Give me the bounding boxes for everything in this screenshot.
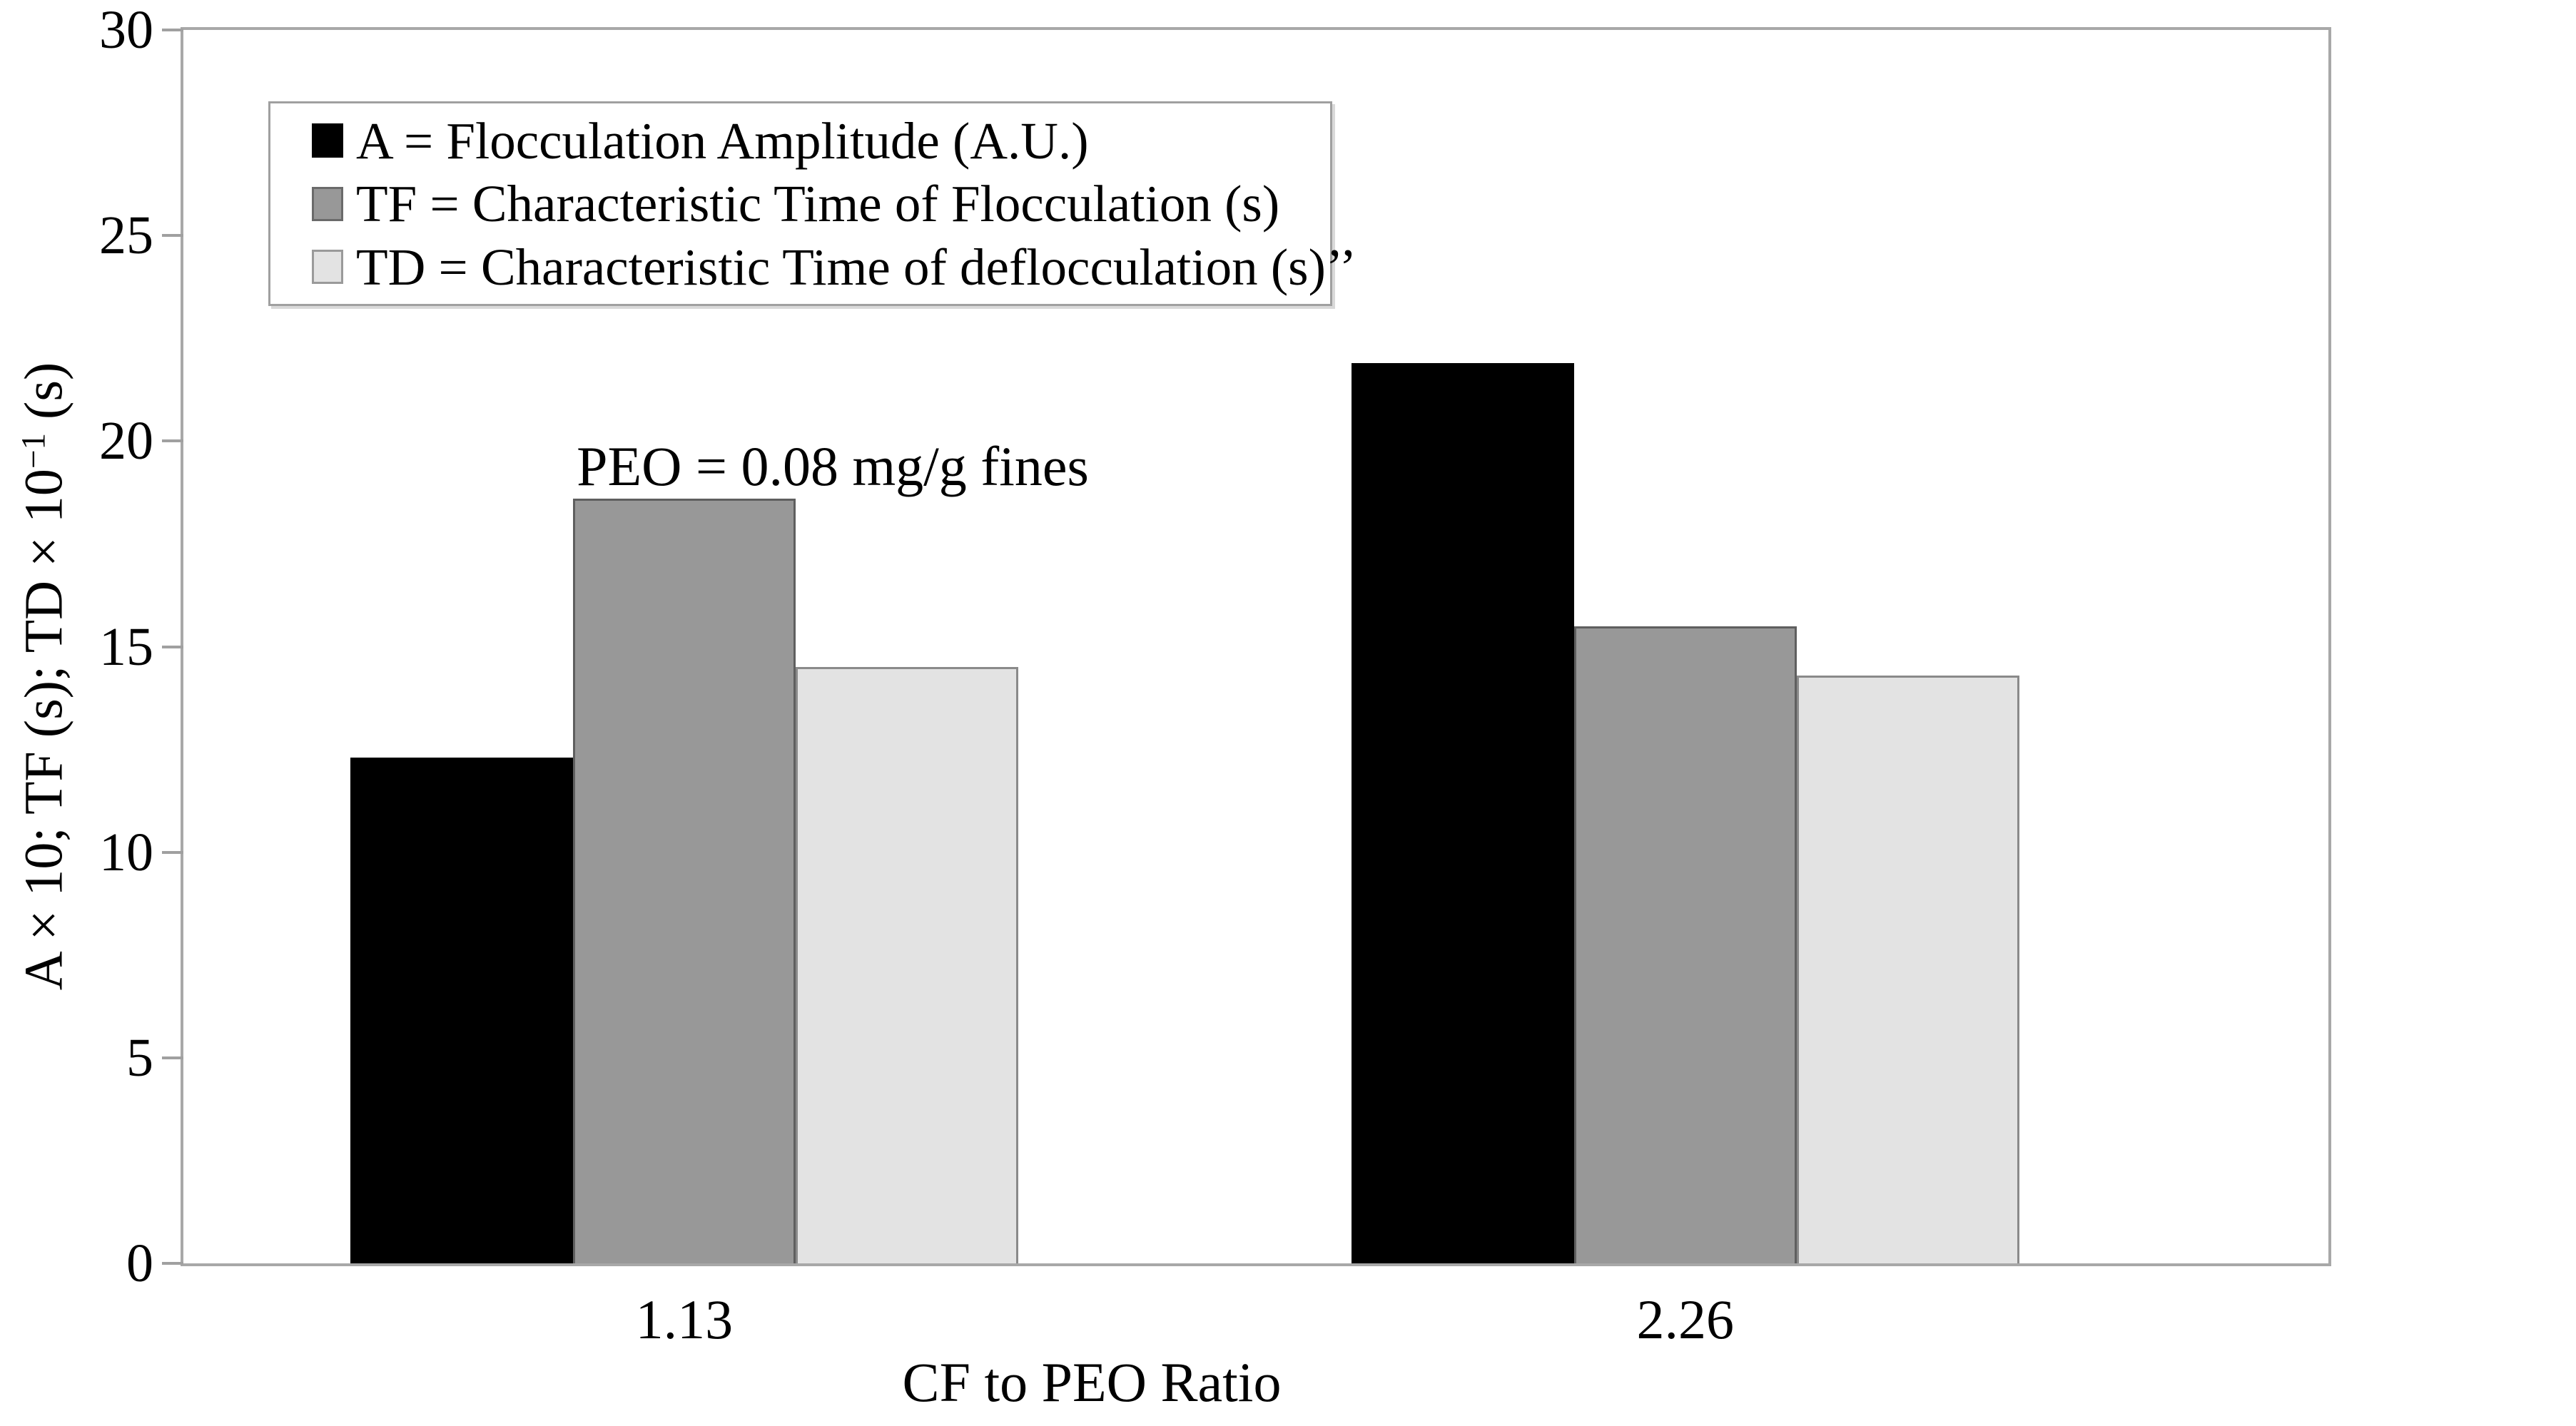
legend-item: A = Flocculation Amplitude (A.U.) <box>312 115 1330 167</box>
y-tick-mark <box>162 439 183 443</box>
y-tick-label: 25 <box>99 205 153 266</box>
x-tick-label-1.13: 1.13 <box>635 1288 734 1350</box>
annotation-text: PEO = 0.08 mg/g fines <box>577 435 1089 497</box>
legend-label: TF = Characteristic Time of Flocculation… <box>356 175 1280 233</box>
legend-swatch-icon <box>312 250 343 284</box>
legend-swatch-icon <box>312 186 343 221</box>
y-axis-label-main: A × 10; TF (s); TD × 10 <box>14 469 74 991</box>
y-tick-mark <box>162 850 183 854</box>
legend-swatch-icon <box>312 123 343 158</box>
x-tick-label-2.26: 2.26 <box>1636 1288 1735 1350</box>
y-tick-label: 10 <box>99 822 153 882</box>
bar-group-2.26 <box>1352 30 2019 1263</box>
y-tick-mark <box>162 1262 183 1265</box>
bar-TD-2.26 <box>1796 675 2019 1263</box>
y-tick-label: 5 <box>126 1027 153 1088</box>
y-tick-mark <box>162 645 183 648</box>
bar-TD-1.13 <box>795 667 1018 1263</box>
y-tick-label: 20 <box>99 411 153 472</box>
bar-A-2.26 <box>1352 362 1574 1263</box>
y-tick-mark <box>162 1056 183 1059</box>
bar-TF-2.26 <box>1573 626 1797 1263</box>
y-tick-label: 30 <box>99 0 153 60</box>
legend-box: A = Flocculation Amplitude (A.U.) TF = Ch… <box>268 101 1357 306</box>
y-tick-mark <box>162 29 183 31</box>
legend-label: TD = Characteristic Time of deflocculati… <box>356 238 1357 296</box>
bar-group-1.13 <box>350 30 1018 1263</box>
legend-label: A = Flocculation Amplitude (A.U.) <box>356 111 1089 170</box>
bar-A-1.13 <box>350 758 573 1263</box>
legend-item: TD = Characteristic Time of deflocculati… <box>312 241 1357 293</box>
y-tick-label: 15 <box>99 616 153 677</box>
bar-TF-1.13 <box>572 499 796 1263</box>
legend-item: TF = Characteristic Time of Flocculation… <box>312 178 1330 230</box>
y-tick-label: 0 <box>126 1233 153 1293</box>
y-tick-mark <box>162 234 183 238</box>
x-axis-title: CF to PEO Ratio <box>902 1351 1282 1413</box>
